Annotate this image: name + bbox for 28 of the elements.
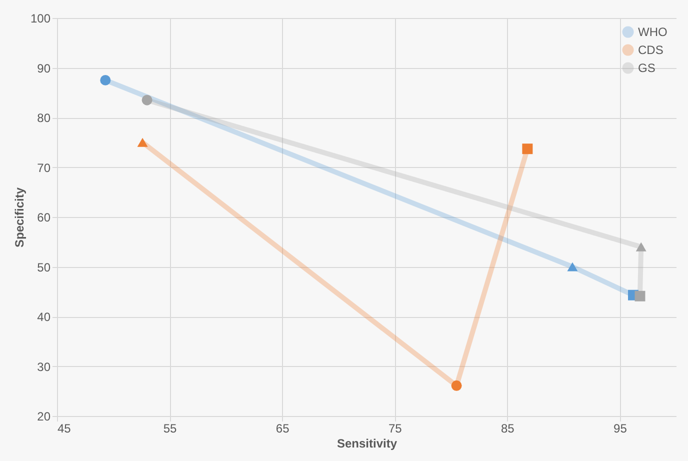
x-tick-label: 95 <box>614 422 628 436</box>
x-tick-label: 85 <box>501 422 515 436</box>
y-tick-label: 20 <box>37 410 51 424</box>
y-tick-label: 40 <box>37 310 51 324</box>
x-axis-title: Sensitivity <box>336 436 398 450</box>
point <box>567 262 578 272</box>
y-tick-label: 90 <box>37 61 51 76</box>
point <box>634 290 646 302</box>
x-tick-label: 55 <box>163 422 178 436</box>
point <box>100 74 111 86</box>
point <box>137 138 148 147</box>
x-tick-label: 65 <box>276 422 290 436</box>
point <box>636 242 646 252</box>
point <box>451 380 462 391</box>
x-tick-label: 75 <box>388 422 402 436</box>
y-tick-label: 60 <box>37 210 51 224</box>
y-tick-label: 30 <box>37 360 51 374</box>
y-tick-label: 70 <box>37 160 51 175</box>
x-tick-label: 45 <box>58 422 72 436</box>
point <box>142 94 152 106</box>
legend-label: GS <box>638 61 656 75</box>
y-tick-label: 50 <box>37 260 51 274</box>
y-tick-label: 100 <box>30 12 51 26</box>
y-tick-label: 80 <box>37 111 51 125</box>
point <box>522 144 533 154</box>
legend-label: WHO <box>638 25 668 39</box>
legend-label: CDS <box>638 43 664 57</box>
y-axis-title: Specificity <box>12 187 26 248</box>
